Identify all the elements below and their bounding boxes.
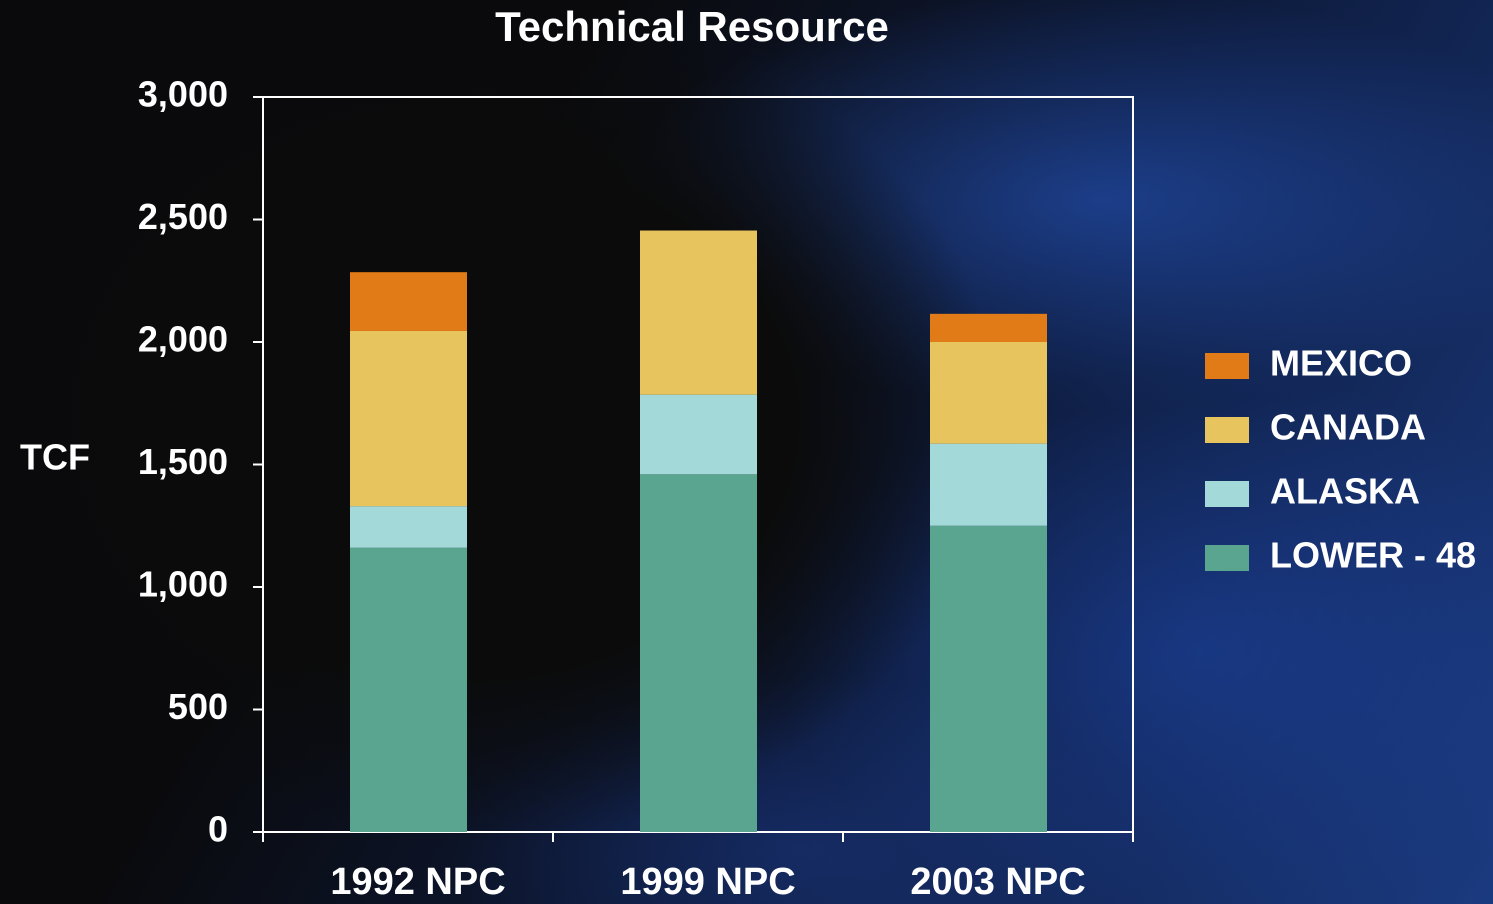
y-tick-label: 1,000 [138,564,228,605]
bar-segment [350,548,467,832]
bar-segment [350,331,467,506]
legend-label: CANADA [1270,407,1426,448]
y-tick-label: 1,500 [138,441,228,482]
bar-segment [640,231,757,395]
legend-swatch [1205,353,1249,379]
legend-swatch [1205,417,1249,443]
bar-segment [930,342,1047,444]
x-tick-label: 1992 NPC [330,861,505,903]
bar-segment [930,526,1047,832]
legend-swatch [1205,545,1249,571]
bar-segment [930,444,1047,526]
chart: Technical Resource TCF 0 500 1,000 1,500 2,0… [0,0,1493,904]
bar-segment [350,506,467,548]
x-tick-label: 1999 NPC [620,861,795,903]
legend-label: MEXICO [1270,343,1412,384]
bar-segment [640,474,757,832]
legend-label: ALASKA [1270,471,1420,512]
slide: Technical Resource TCF 0 500 1,000 1,500 2,0… [0,0,1493,904]
x-tick-label: 2003 NPC [910,861,1085,903]
bar-segment [930,314,1047,342]
chart-title: Technical Resource [495,3,889,50]
y-tick-label: 2,500 [138,196,228,237]
bar-segment [350,272,467,331]
legend-swatch [1205,481,1249,507]
bar-segment [640,395,757,475]
y-tick-label: 2,000 [138,319,228,360]
y-tick-label: 500 [168,686,228,727]
y-axis-label: TCF [20,437,90,478]
legend-label: LOWER - 48 [1270,535,1476,576]
y-tick-label: 3,000 [138,74,228,115]
y-tick-label: 0 [208,809,228,850]
